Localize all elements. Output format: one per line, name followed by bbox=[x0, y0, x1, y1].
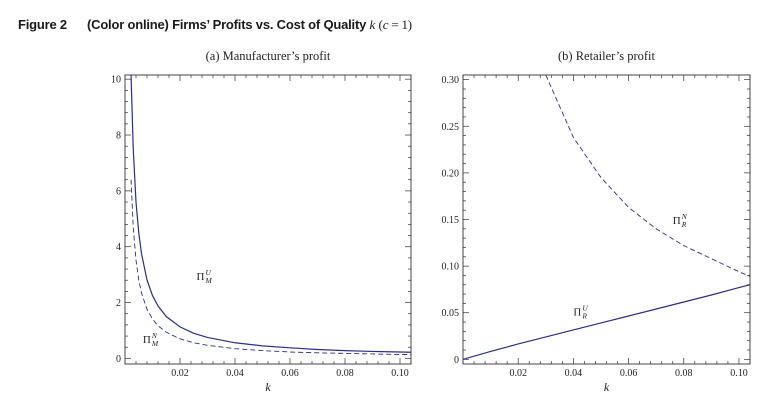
x-tick-label: 0.10 bbox=[391, 368, 409, 379]
y-tick-label: 0.20 bbox=[442, 168, 460, 179]
figure-caption: (Color online) Firms’ Profits vs. Cost o… bbox=[87, 17, 412, 33]
series-label: Π NR bbox=[673, 212, 688, 229]
y-tick-label: 8 bbox=[116, 131, 121, 142]
y-tick-label: 0 bbox=[116, 354, 121, 365]
caption-eq: = 1) bbox=[388, 17, 412, 32]
series-line-m-u bbox=[130, 75, 411, 353]
chart-title: (a) Manufacturer’s profit bbox=[206, 49, 331, 63]
y-tick-label: 0 bbox=[454, 355, 459, 366]
x-tick-label: 0.04 bbox=[565, 368, 583, 379]
series-label-base: Π bbox=[143, 334, 151, 346]
series-label-sub: R bbox=[681, 220, 687, 229]
y-tick-label: 10 bbox=[111, 75, 121, 86]
y-tick-label: 4 bbox=[116, 242, 121, 253]
x-tick-label: 0.06 bbox=[620, 368, 638, 379]
panel-retailer: (b) Retailer’s profit 0.02 0.04 0.06 0.08 0.1… bbox=[442, 49, 751, 394]
y-tick-label: 0.30 bbox=[442, 75, 460, 86]
caption-variable: k bbox=[369, 17, 376, 32]
series-label-base: Π bbox=[197, 271, 205, 283]
series-label: Π UM bbox=[197, 268, 213, 285]
x-tick-label: 0.04 bbox=[226, 368, 244, 379]
series-label-sup: U bbox=[206, 268, 212, 277]
y-tick-label: 0.15 bbox=[442, 215, 460, 226]
series-label-sub: M bbox=[205, 276, 213, 285]
series-label-base: Π bbox=[673, 215, 681, 227]
series-label: Π NM bbox=[143, 331, 159, 348]
y-tick-label: 0.05 bbox=[442, 308, 460, 319]
caption-paren: ( bbox=[378, 17, 383, 32]
x-tick-label: 0.10 bbox=[730, 368, 748, 379]
series-label-sub: R bbox=[581, 312, 587, 321]
plot-frame bbox=[462, 74, 751, 365]
chart-title: (b) Retailer’s profit bbox=[558, 49, 655, 63]
y-tick-label: 6 bbox=[116, 186, 121, 197]
caption-text: (Color online) Firms’ Profits vs. Cost o… bbox=[87, 17, 367, 32]
x-tick-label: 0.08 bbox=[336, 368, 354, 379]
series-label-sup: N bbox=[151, 331, 158, 340]
series-label: Π UR bbox=[573, 304, 588, 321]
x-tick-label: 0.08 bbox=[675, 368, 693, 379]
x-tick-label: 0.02 bbox=[171, 368, 189, 379]
y-tick-label: 0.10 bbox=[442, 262, 460, 273]
series-label-sub: M bbox=[151, 339, 159, 348]
y-tick-label: 2 bbox=[116, 298, 121, 309]
series-label-base: Π bbox=[573, 307, 581, 319]
panel-manufacturer: (a) Manufacturer’s profit 0.02 0.04 0.06 0.0… bbox=[111, 49, 412, 394]
series-line-m-n bbox=[130, 179, 411, 355]
plot-frame bbox=[124, 74, 412, 365]
series-line-r-n bbox=[545, 75, 750, 277]
series-line-r-u bbox=[463, 284, 750, 360]
x-axis-label: k bbox=[604, 380, 610, 394]
x-tick-label: 0.06 bbox=[281, 368, 299, 379]
figure-label: Figure 2 bbox=[18, 17, 67, 32]
y-tick-label: 0.25 bbox=[442, 122, 460, 133]
series-label-sup: U bbox=[582, 304, 588, 313]
x-tick-label: 0.02 bbox=[509, 368, 527, 379]
x-axis-label: k bbox=[265, 380, 271, 394]
caption-param: c bbox=[382, 17, 389, 32]
series-label-sup: N bbox=[681, 212, 688, 221]
